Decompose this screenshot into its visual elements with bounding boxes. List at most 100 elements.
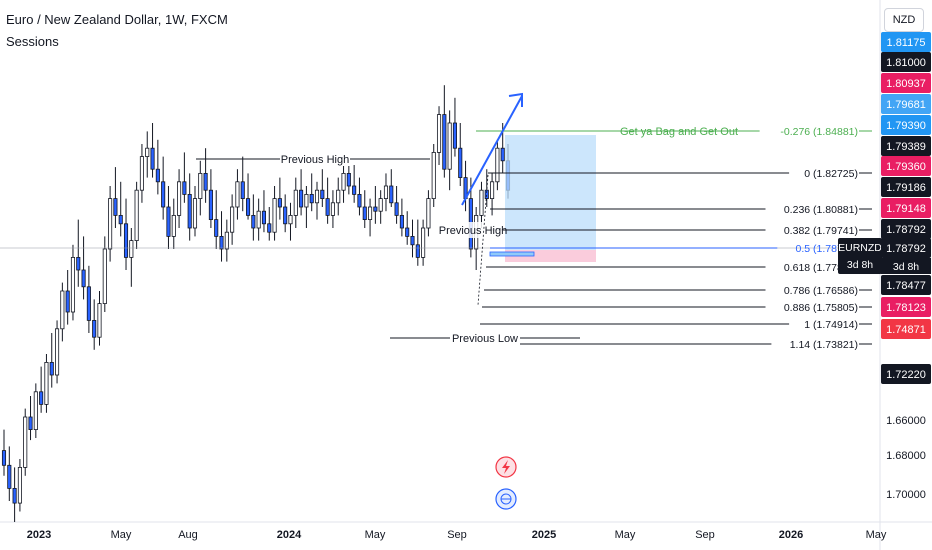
candle-body [134,189,139,241]
candle-body [7,464,12,489]
candle-body [97,303,102,338]
x-tick-label: 2025 [532,529,556,541]
candle-body [447,122,452,170]
fib-level-label: 0.382 (1.79741) [784,225,858,237]
candle-body [230,206,235,233]
price-tag-label: 1.81175 [887,37,926,49]
fib-level-label: 1 (1.74914) [804,319,858,331]
price-tag [881,219,931,239]
price-tag [881,52,931,72]
candle-body [44,361,49,405]
x-tick-label: Aug [178,529,198,541]
price-tag-label: 1.79186 [886,182,926,194]
price-tag [881,297,931,317]
candle-body [421,227,426,258]
candle-body [65,290,70,313]
candle-body [17,466,22,504]
candle-body [245,198,251,216]
candle-body [383,185,389,200]
candle-body [484,189,489,199]
candle-body [399,214,404,229]
candle-body [49,361,54,376]
price-tag-label: 1.78477 [886,280,926,292]
candle-body [368,206,373,221]
candle-body [277,198,282,208]
candle-body [139,156,144,191]
price-tag [881,364,931,384]
label-bg [443,222,503,238]
candle-body [161,181,166,208]
candle-body [60,290,65,330]
price-tag-label: 1.74871 [886,324,926,336]
fib-level-label: 0.236 (1.80881) [784,204,858,216]
previous-high-label: Previous High [281,154,349,166]
price-tag-label: 1.78123 [886,302,926,314]
candle-body [39,391,44,405]
symbol-tag [838,238,882,274]
x-tick-label: 2023 [27,529,51,541]
price-tag-label: 1.81000 [886,57,926,69]
candle-body [251,214,256,229]
candle-body [102,248,107,304]
fib-level-label: 1.14 (1.73821) [790,339,858,351]
candle-body [330,202,335,216]
price-tag-label: 1.79148 [886,203,926,215]
candle-body [293,189,298,216]
candle-body [357,193,362,208]
candle-body [12,487,17,504]
globe-icon[interactable] [495,488,517,510]
current-price-tag-label: 1.78792 [886,243,926,255]
candle-body [325,198,330,216]
lightning-icon[interactable] [495,456,517,478]
chart-title: Euro / New Zealand Dollar, 1W, FXCM [6,12,228,27]
x-tick-label: Sep [447,529,467,541]
price-tag [881,32,931,52]
candle-body [224,231,229,250]
candle-body [336,189,341,204]
price-tag [881,156,931,176]
currency-selector[interactable]: NZD [884,8,924,32]
candle-body [1,450,7,466]
fib-level-label: 0 (1.82725) [804,168,858,180]
candle-body [272,198,277,233]
previous-high-label-2: Previous High [439,225,507,237]
candle-body [86,286,91,321]
price-tag [881,73,931,93]
candle-body [198,172,203,199]
price-tag [881,136,931,156]
price-tag [881,198,931,218]
candle-body [182,181,187,195]
candle-body [70,256,76,313]
candle-body [118,214,123,225]
candle-body [373,206,378,212]
candle-body [235,181,240,208]
candle-body [108,198,113,250]
candle-body [219,235,224,250]
x-tick-label: May [111,529,132,541]
candle-body [187,193,192,229]
candle-body [389,185,394,204]
candle-body [55,328,60,376]
candle-body [320,189,325,199]
price-tag [881,94,931,114]
price-tag [881,275,931,295]
candle-body [145,147,150,157]
price-tag [881,115,931,135]
candle-body [410,235,415,246]
countdown-axis-text: 3d 8h [893,261,919,273]
candle-body [33,391,38,430]
candle-body [208,189,213,220]
candle-body [267,223,272,233]
fib-level-label: -0.276 (1.84881) [780,126,858,138]
candle-body [240,181,245,200]
x-tick-label: 2024 [277,529,302,541]
y-tick-label: 1.68000 [886,450,926,462]
candle-body [214,219,219,237]
candle-body [346,172,351,187]
price-tag-label: 1.79681 [886,99,926,111]
candle-body [436,114,442,153]
candle-body [177,181,182,216]
target-zone [505,135,596,250]
price-tag-label: 1.79389 [886,141,926,153]
